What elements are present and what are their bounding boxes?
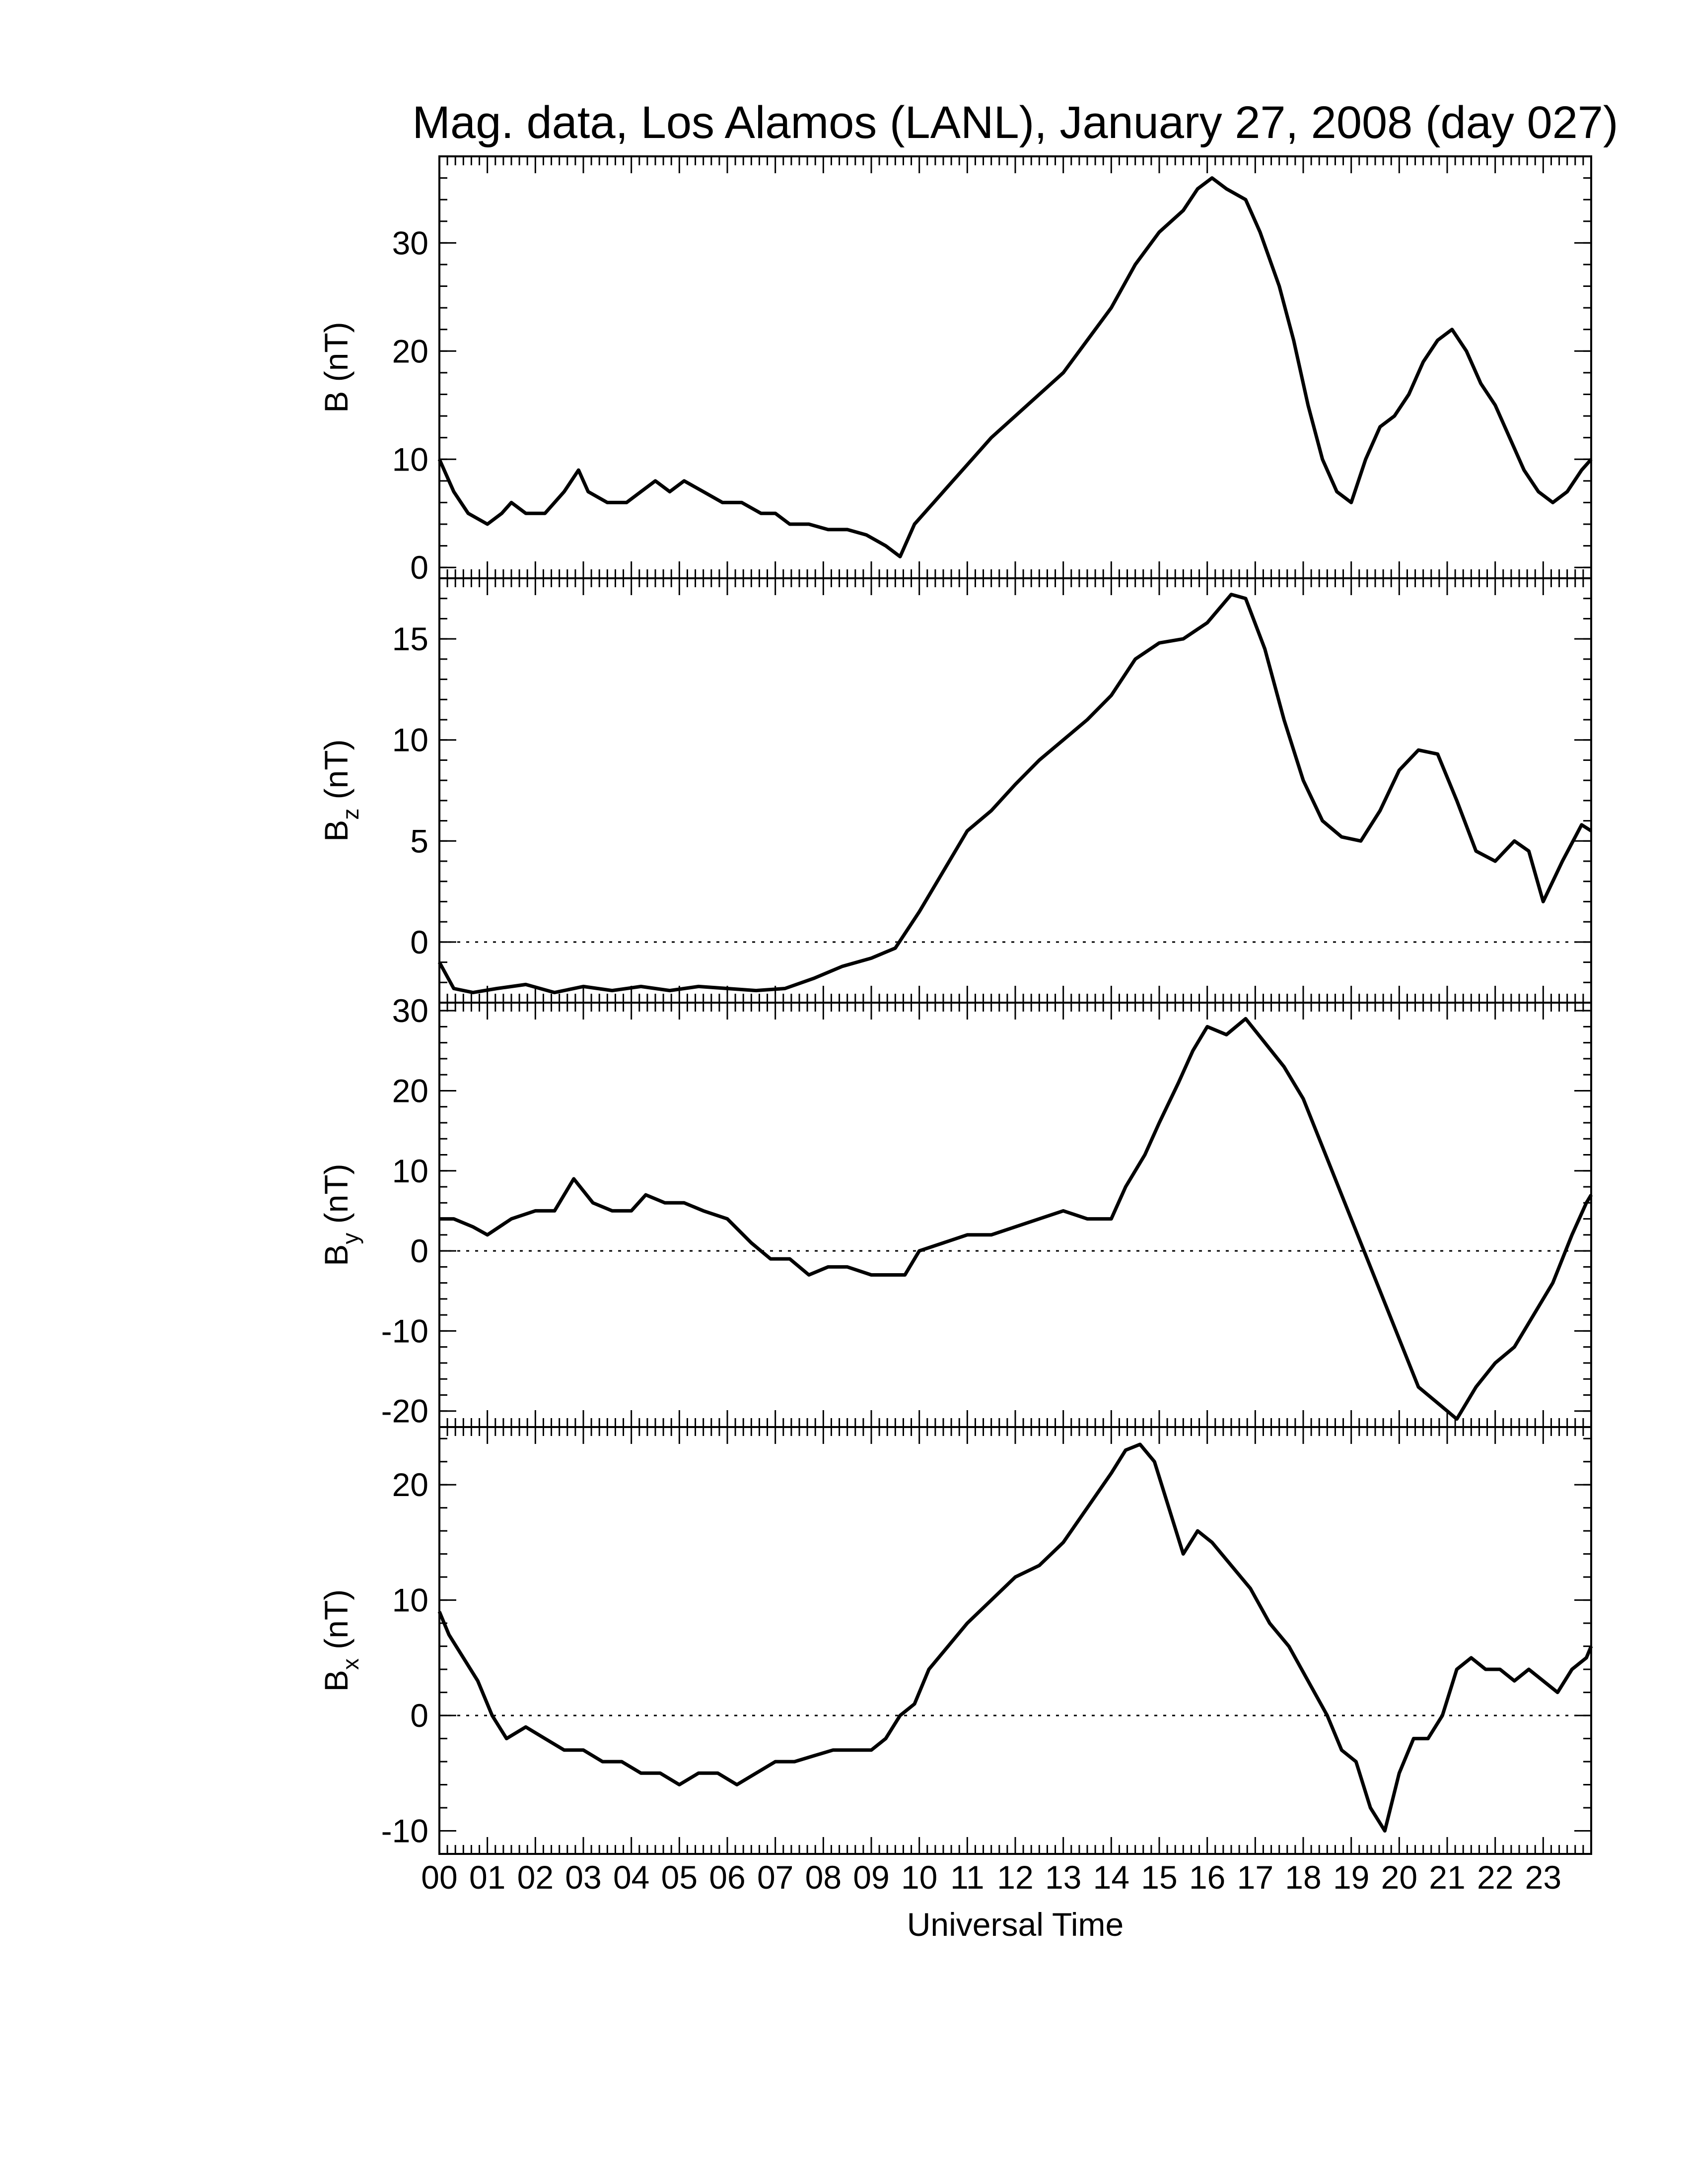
plot-frame [438,155,1592,579]
panel-By: -20 -10 0 10 20 30 By (nT) [318,992,1593,1430]
y-tick-label: 10 [392,722,428,758]
y-tick-label: 0 [410,1697,428,1734]
x-tick-label: 06 [709,1859,745,1896]
panels: 0 10 20 30 B (nT) 0 5 10 15 Bz (nT) -20 -10 0 10 20 30 B… [318,155,1593,1855]
x-tick-label: 20 [1381,1859,1417,1896]
x-tick-label: 08 [805,1859,842,1896]
plot-frame [438,577,1592,1004]
x-tick-label: 02 [517,1859,554,1896]
x-tick-label: 05 [661,1859,698,1896]
y-tick-label: 10 [392,1582,428,1619]
x-tick-label: 09 [853,1859,889,1896]
y-tick-label: 30 [392,992,428,1029]
series-line-Bz [437,593,1592,995]
x-tick-label: 10 [901,1859,937,1896]
y-axis-label-Bz: Bz (nT) [318,739,363,841]
x-tick-label: 14 [1093,1859,1129,1896]
panel-B: 0 10 20 30 B (nT) [318,155,1593,586]
x-tick-label: 21 [1429,1859,1465,1896]
y-axis-label-Bx: Bx (nT) [318,1589,363,1692]
x-tick-label: 19 [1333,1859,1369,1896]
y-tick-label: 20 [392,333,428,369]
y-tick-label: 15 [392,620,428,657]
y-tick-label: 0 [410,924,428,960]
x-tick-label: 22 [1477,1859,1513,1896]
plot-frame [438,1002,1592,1428]
y-axis-label-By: By (nT) [318,1163,363,1266]
y-axis-label-B: B (nT) [318,322,354,412]
y-tick-label: 10 [392,1153,428,1189]
x-tick-label: 07 [757,1859,793,1896]
x-tick-label: 17 [1237,1859,1273,1896]
x-tick-label: 01 [469,1859,505,1896]
plot-frame [438,1426,1592,1855]
panel-Bz: 0 5 10 15 Bz (nT) [318,577,1592,1004]
y-tick-label: 20 [392,1072,428,1109]
y-tick-label: -20 [381,1393,428,1430]
y-tick-label: 20 [392,1466,428,1503]
x-tick-labels: 00 01 02 03 04 05 06 07 08 09 10 11 12 13 14 15 16 17 18 19… [421,1859,1561,1896]
y-tick-label: -10 [381,1312,428,1349]
series-line-B [437,176,1593,558]
panel-Bx: -10 0 10 20 Bx (nT) [318,1426,1593,1855]
series-line-Bx [437,1442,1593,1833]
x-tick-label: 16 [1189,1859,1225,1896]
x-tick-label: 04 [613,1859,649,1896]
chart-title: Mag. data, Los Alamos (LANL), January 27… [412,97,1618,148]
y-tick-label: 5 [410,822,428,859]
series-line-By [439,1017,1593,1421]
x-axis-label: Universal Time [907,1906,1124,1943]
y-tick-label: -10 [381,1813,428,1849]
y-tick-label: 0 [410,549,428,586]
y-tick-label: 10 [392,441,428,478]
x-tick-label: 00 [421,1859,457,1896]
x-tick-label: 15 [1141,1859,1177,1896]
x-tick-label: 03 [565,1859,601,1896]
x-tick-label: 13 [1045,1859,1081,1896]
y-tick-label: 0 [410,1232,428,1269]
x-tick-label: 18 [1285,1859,1321,1896]
x-tick-label: 23 [1525,1859,1561,1896]
x-tick-label: 11 [950,1859,985,1896]
x-tick-label: 12 [997,1859,1033,1896]
y-tick-label: 30 [392,224,428,261]
